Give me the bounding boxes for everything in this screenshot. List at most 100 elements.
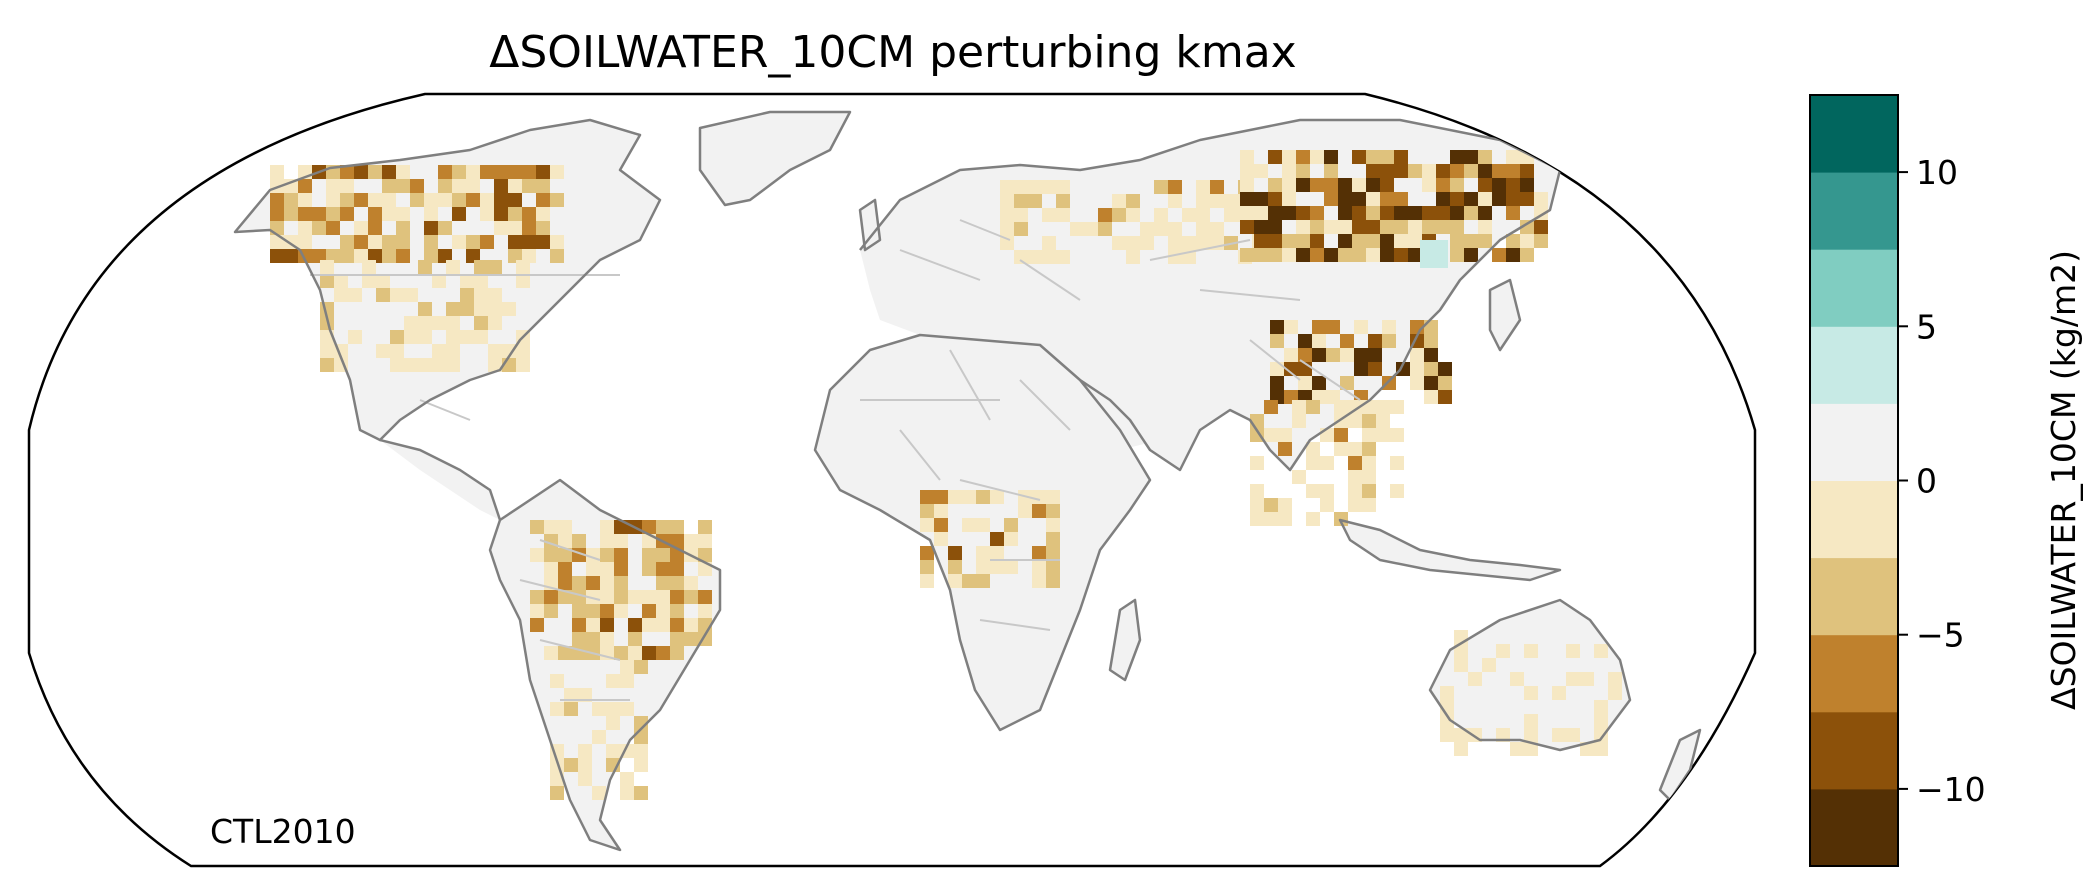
anomaly-pixel [1306, 484, 1320, 498]
anomaly-pixel [600, 618, 614, 632]
anomaly-pixel [488, 288, 502, 302]
anomaly-pixel [1264, 428, 1278, 442]
anomaly-pixel [396, 235, 410, 249]
anomaly-pixel [1312, 334, 1326, 348]
anomaly-pixel [572, 618, 586, 632]
anomaly-pixel [1366, 206, 1380, 220]
colorbar-segment [1810, 95, 1898, 173]
anomaly-pixel [334, 274, 348, 288]
anomaly-pixel [1296, 164, 1310, 178]
anomaly-pixel [536, 207, 550, 221]
anomaly-pixel [1126, 194, 1140, 208]
anomaly-pixel [1112, 208, 1126, 222]
anomaly-pixel [606, 674, 620, 688]
anomaly-pixel [1326, 320, 1340, 334]
anomaly-pixel [1334, 428, 1348, 442]
anomaly-pixel [600, 562, 614, 576]
anomaly-pixel [1240, 178, 1254, 192]
anomaly-pixel [530, 618, 544, 632]
anomaly-pixel [1510, 742, 1524, 756]
anomaly-pixel [976, 560, 990, 574]
anomaly-pixel [1306, 456, 1320, 470]
anomaly-pixel [600, 534, 614, 548]
anomaly-pixel [508, 193, 522, 207]
anomaly-pixel [1168, 236, 1182, 250]
anomaly-pixel [1464, 150, 1478, 164]
anomaly-pixel [494, 221, 508, 235]
new-zealand-landmass [1660, 730, 1700, 800]
anomaly-pixel [656, 520, 670, 534]
anomaly-pixel [592, 702, 606, 716]
anomaly-pixel [1534, 192, 1548, 206]
anomaly-pixel [1478, 178, 1492, 192]
anomaly-pixel [1362, 484, 1376, 498]
anomaly-pixel [452, 165, 466, 179]
anomaly-pixel [1126, 250, 1140, 264]
anomaly-pixel [1524, 686, 1538, 700]
anomaly-pixel [1438, 390, 1452, 404]
anomaly-pixel [1450, 206, 1464, 220]
anomaly-pixel [1154, 208, 1168, 222]
anomaly-pixel [1056, 208, 1070, 222]
anomaly-pixel [572, 534, 586, 548]
anomaly-pixel [1594, 714, 1608, 728]
anomaly-pixel [320, 260, 334, 274]
anomaly-pixel [1594, 700, 1608, 714]
anomaly-pixel [410, 193, 424, 207]
anomaly-pixel [1070, 222, 1084, 236]
anomaly-pixel [1506, 192, 1520, 206]
anomaly-pixel [1056, 180, 1070, 194]
anomaly-pixel [1422, 164, 1436, 178]
anomaly-pixel [558, 562, 572, 576]
anomaly-pixel [962, 518, 976, 532]
anomaly-pixel [1352, 192, 1366, 206]
anomaly-pixel [1440, 728, 1454, 742]
anomaly-pixel [494, 165, 508, 179]
anomaly-pixel [1324, 220, 1338, 234]
anomaly-pixel [320, 344, 334, 358]
anomaly-pixel [1324, 164, 1338, 178]
map-title: ΔSOILWATER_10CM perturbing kmax [489, 27, 1296, 78]
anomaly-pixel [298, 193, 312, 207]
anomaly-pixel [340, 179, 354, 193]
anomaly-pixel [340, 193, 354, 207]
anomaly-pixel [1000, 180, 1014, 194]
anomaly-pixel [1046, 532, 1060, 546]
anomaly-pixel [684, 534, 698, 548]
anomaly-pixel [368, 249, 382, 263]
anomaly-pixel [522, 179, 536, 193]
anomaly-pixel [1352, 150, 1366, 164]
anomaly-pixel [530, 548, 544, 562]
anomaly-pixel [508, 179, 522, 193]
colorbar-tick-label: 10 [1916, 153, 1958, 192]
anomaly-pixel [1594, 742, 1608, 756]
anomaly-pixel [396, 207, 410, 221]
anomaly-pixel [1028, 250, 1042, 264]
anomaly-pixel [1348, 456, 1362, 470]
anomaly-pixel [1210, 194, 1224, 208]
anomaly-pixel [1438, 362, 1452, 376]
anomaly-pixel [1506, 248, 1520, 262]
anomaly-pixel [396, 221, 410, 235]
anomaly-pixel [558, 548, 572, 562]
anomaly-pixel [312, 249, 326, 263]
anomaly-pixel [368, 193, 382, 207]
anomaly-pixel [1436, 192, 1450, 206]
anomaly-pixel [284, 193, 298, 207]
anomaly-pixel [1380, 164, 1394, 178]
anomaly-pixel [544, 590, 558, 604]
anomaly-pixel [1424, 334, 1438, 348]
anomaly-pixel [1464, 248, 1478, 262]
anomaly-pixel [948, 546, 962, 560]
anomaly-pixel [424, 207, 438, 221]
anomaly-pixel [1436, 164, 1450, 178]
anomaly-pixel [432, 344, 446, 358]
anomaly-pixel [948, 490, 962, 504]
anomaly-pixel [368, 235, 382, 249]
anomaly-pixel [1478, 220, 1492, 234]
anomaly-pixel [480, 235, 494, 249]
anomaly-pixel [572, 604, 586, 618]
anomaly-pixel [1390, 456, 1404, 470]
anomaly-pixel [1380, 220, 1394, 234]
anomaly-pixel [354, 249, 368, 263]
